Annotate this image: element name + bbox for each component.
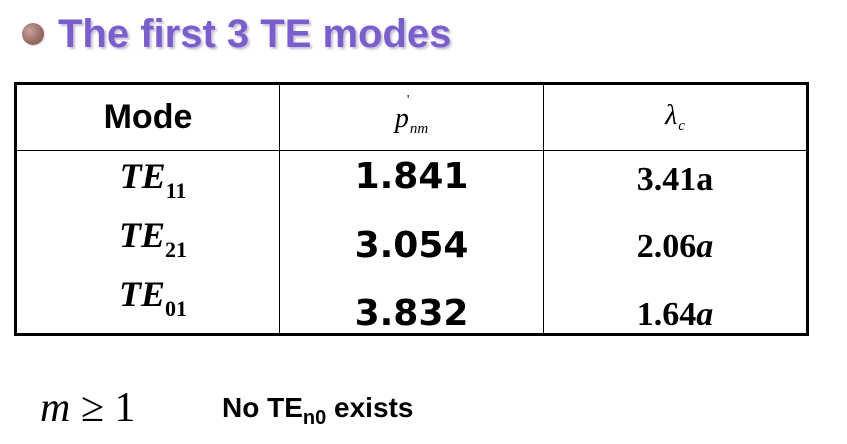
mode-te11: TE11 [119, 155, 187, 203]
header-lambda-c: λc [544, 85, 806, 150]
lambda-value-row-2: 2.06a [544, 224, 806, 270]
title-row: The first 3 TE modes [22, 8, 451, 60]
math-val: 1 [114, 385, 136, 431]
lambda-value-row-3: 1.64a [544, 292, 806, 338]
m-condition: m ≥ 1 [40, 384, 135, 432]
p-symbol: p [394, 103, 409, 134]
header-mode: Mode [17, 85, 279, 150]
math-var: m [40, 385, 71, 431]
no-te-n0-note: No TEn0 exists [222, 392, 414, 429]
lambda-c-symbol: λc [665, 100, 685, 135]
header-divider [17, 150, 806, 151]
p-value: 1.841 [354, 155, 469, 197]
modes-table: Mode p ' nm λc TE11 TE21 TE01 1.841 3.054 … [14, 82, 809, 336]
p-subscript: nm [409, 121, 429, 137]
lambda-value: 3.41a [636, 161, 714, 198]
p-value: 3.832 [354, 292, 469, 334]
math-op: ≥ [70, 385, 115, 431]
mode-te21: TE21 [118, 214, 187, 262]
prime-mark: ' [406, 93, 410, 108]
lambda-value-row-1: 3.41a [544, 157, 806, 203]
p-value-row-1: 1.841 [280, 153, 543, 199]
lambda-symbol: λ [665, 100, 678, 131]
p-nm-symbol: p ' nm [394, 93, 429, 138]
bullet-icon [22, 23, 44, 45]
p-value: 3.054 [354, 224, 469, 266]
mode-list: TE11 TE21 TE01 [17, 151, 279, 333]
column-divider [543, 85, 544, 333]
mode-te01: TE01 [118, 273, 187, 321]
lambda-subscript: c [678, 118, 685, 134]
column-divider [279, 85, 280, 333]
slide-title: The first 3 TE modes [58, 11, 452, 56]
p-value-row-2: 3.054 [280, 222, 543, 268]
p-value-row-3: 3.832 [280, 290, 543, 336]
lambda-value: 2.06a [636, 228, 714, 265]
header-mode-label: Mode [103, 98, 193, 136]
lambda-value: 1.64a [636, 296, 714, 333]
header-p-nm: p ' nm [280, 85, 543, 150]
